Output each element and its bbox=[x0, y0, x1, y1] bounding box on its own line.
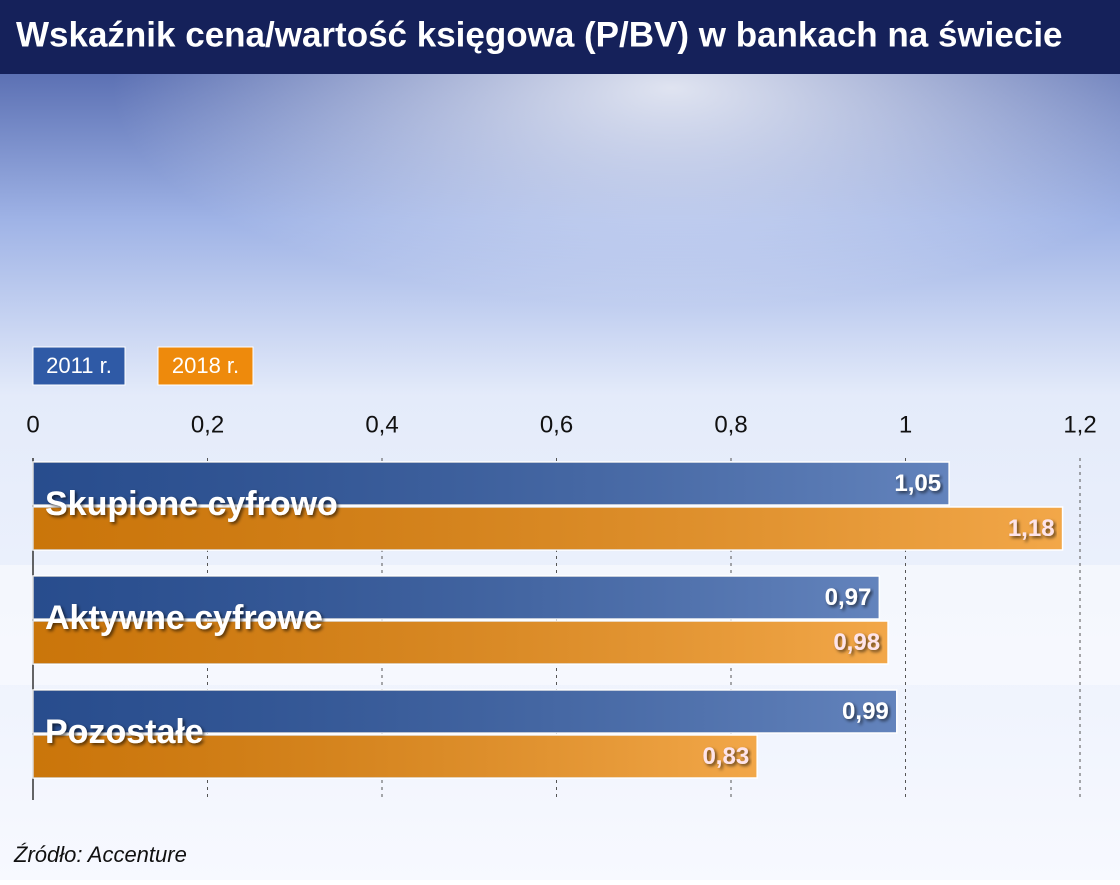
x-tick-label: 0,2 bbox=[191, 411, 224, 438]
bar-shine bbox=[33, 507, 1063, 550]
x-tick-label: 0,8 bbox=[714, 411, 747, 438]
legend-swatch bbox=[157, 346, 254, 386]
value-label: 0,97 bbox=[825, 584, 872, 611]
value-label: 0,83 bbox=[702, 743, 749, 770]
x-tick-label: 1,2 bbox=[1063, 411, 1096, 438]
bar-shine bbox=[33, 576, 880, 619]
legend-label: 2018 r. bbox=[172, 353, 239, 378]
category-label: Pozostałe bbox=[45, 713, 204, 751]
category-label: Aktywne cyfrowe bbox=[45, 599, 323, 637]
bar-shine bbox=[33, 621, 889, 664]
bar-shine bbox=[33, 462, 950, 505]
x-tick-label: 0 bbox=[26, 411, 39, 438]
category-label: Skupione cyfrowo bbox=[45, 485, 338, 523]
x-tick-label: 0,4 bbox=[365, 411, 398, 438]
bar-shine bbox=[33, 690, 897, 733]
value-label: 0,98 bbox=[833, 629, 880, 656]
value-label: 1,18 bbox=[1008, 515, 1055, 542]
legend-label: 2011 r. bbox=[46, 353, 112, 378]
legend-swatch bbox=[32, 346, 126, 386]
source: Źródło: Accenture bbox=[13, 842, 187, 867]
bar-shine bbox=[33, 735, 758, 778]
value-label: 0,99 bbox=[842, 698, 889, 725]
value-label: 1,05 bbox=[894, 470, 941, 497]
x-tick-label: 0,6 bbox=[540, 411, 573, 438]
x-tick-label: 1 bbox=[899, 411, 912, 438]
title-bar bbox=[0, 0, 1120, 74]
chart-title: Wskaźnik cena/wartość księgowa (P/BV) w … bbox=[16, 15, 1063, 54]
